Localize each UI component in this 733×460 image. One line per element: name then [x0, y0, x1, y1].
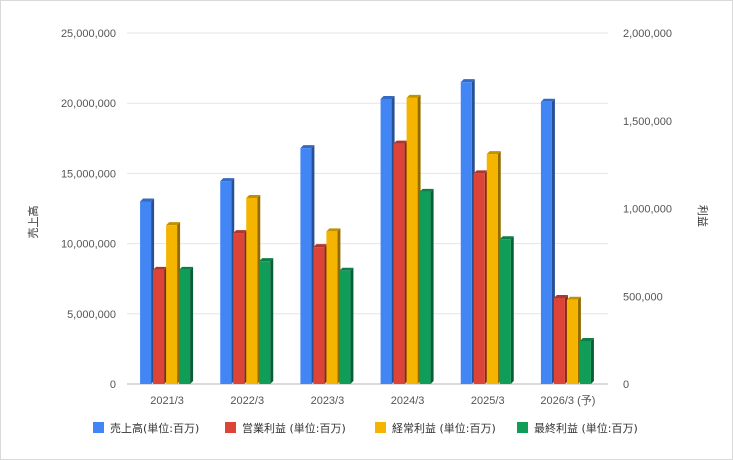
legend-swatch [375, 422, 386, 433]
bar-top [153, 266, 168, 270]
legend: 売上高(単位:百万) 営業利益 (単位:百万) 経常利益 (単位:百万) 最終利益 (… [93, 421, 638, 435]
bar [566, 299, 578, 384]
right-axis-ticks: 0 500,000 1,000,000 1,500,000 2,000,000 [623, 28, 672, 391]
bar-top [140, 198, 155, 202]
bar [339, 270, 351, 384]
bar-top [579, 338, 594, 342]
right-tick-label: 500,000 [623, 291, 663, 303]
legend-label: 売上高(単位:百万) [110, 421, 199, 435]
bar-side [270, 258, 274, 384]
bar [220, 181, 232, 384]
bar [179, 269, 191, 384]
bar-top [300, 145, 315, 149]
bar [153, 269, 165, 384]
legend-label: 営業利益 (単位:百万) [242, 421, 346, 435]
legend-swatch [93, 422, 104, 433]
bar [246, 197, 258, 384]
right-tick-label: 1,500,000 [623, 116, 672, 128]
legend-label: 最終利益 (単位:百万) [534, 421, 638, 435]
bar [460, 82, 472, 384]
bar-top [566, 296, 581, 300]
bar-top [419, 188, 434, 192]
bar [393, 143, 405, 384]
bar-top [326, 228, 341, 232]
bar [553, 298, 565, 384]
bar-side [510, 236, 514, 384]
bar [326, 231, 338, 384]
legend-swatch [517, 422, 528, 433]
bar-top [166, 222, 181, 226]
bar [300, 148, 312, 384]
left-tick-label: 10,000,000 [61, 239, 116, 251]
bar-side [590, 338, 594, 384]
bar [406, 97, 418, 384]
bar [259, 261, 271, 384]
bar [313, 247, 325, 384]
x-tick-label: 2024/3 [391, 395, 425, 407]
bar-side [350, 267, 354, 384]
left-axis-ticks: 0 5,000,000 10,000,000 15,000,000 20,000,000… [61, 28, 116, 391]
bar-top [460, 79, 475, 83]
legend-label: 経常利益 (単位:百万) [392, 421, 496, 435]
bar-top [220, 178, 235, 182]
bar [579, 341, 591, 384]
bar-top [246, 194, 261, 198]
bar [473, 173, 485, 384]
gridlines [127, 32, 608, 385]
x-tick-label: 2021/3 [150, 395, 184, 407]
left-tick-label: 5,000,000 [67, 309, 116, 321]
right-axis-title: 利益 [696, 205, 710, 227]
bar-side [430, 188, 434, 384]
right-tick-label: 1,000,000 [623, 204, 672, 216]
bar-top [179, 266, 194, 270]
bar-top [553, 295, 568, 299]
bar-top [233, 230, 248, 234]
bar-top [393, 140, 408, 144]
bar-side [190, 266, 194, 384]
right-tick-label: 0 [623, 379, 629, 391]
left-axis-title: 売上高 [26, 206, 40, 239]
bar-top [473, 170, 488, 174]
x-axis-ticks: 2021/3 2022/3 2023/3 2024/3 2025/3 2026/3 (予) [150, 394, 595, 407]
bar [540, 101, 552, 385]
bar-top [540, 98, 555, 102]
bar [380, 98, 392, 384]
bar-top [486, 151, 501, 155]
x-tick-label: 2025/3 [471, 395, 505, 407]
left-tick-label: 0 [110, 379, 116, 391]
bar [233, 233, 245, 384]
bars [140, 79, 594, 385]
bar [166, 225, 178, 384]
bar [486, 154, 498, 384]
x-tick-label: 2023/3 [311, 395, 345, 407]
left-tick-label: 15,000,000 [61, 168, 116, 180]
bar-top [406, 94, 421, 98]
left-tick-label: 20,000,000 [61, 98, 116, 110]
x-tick-label: 2022/3 [230, 395, 264, 407]
bar-top [499, 236, 514, 240]
bar [140, 201, 152, 384]
x-tick-label: 2026/3 (予) [540, 394, 595, 407]
bar-top [339, 267, 354, 271]
right-tick-label: 2,000,000 [623, 28, 672, 40]
bar-top [313, 244, 328, 248]
bar [419, 191, 431, 384]
bar-top [380, 95, 395, 99]
bar [499, 239, 511, 384]
left-tick-label: 25,000,000 [61, 28, 116, 40]
bar-top [259, 258, 274, 262]
legend-swatch [225, 422, 236, 433]
